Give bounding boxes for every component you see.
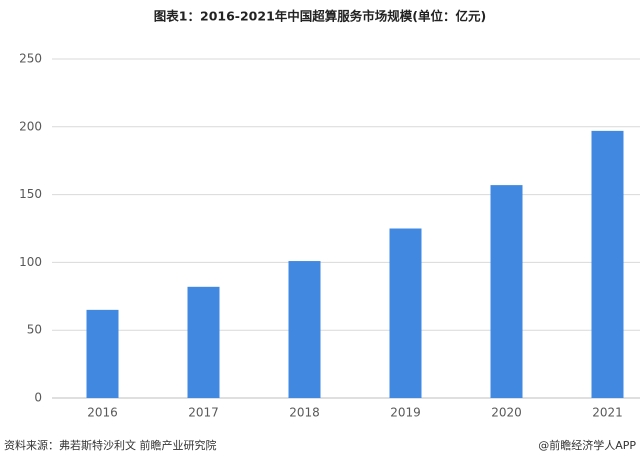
y-tick-label: 100 <box>19 255 42 269</box>
x-tick-label: 2019 <box>390 406 421 420</box>
credit: @前瞻经济学人APP <box>538 438 636 452</box>
bar <box>591 130 624 399</box>
y-tick-label: 200 <box>19 119 42 133</box>
y-tick-label: 0 <box>34 391 42 405</box>
bar <box>187 286 220 398</box>
y-tick-label: 50 <box>27 323 42 337</box>
x-tick-label: 2018 <box>289 406 320 420</box>
x-tick-label: 2017 <box>188 406 219 420</box>
x-tick-label: 2021 <box>592 406 623 420</box>
x-tick-label: 2016 <box>87 406 118 420</box>
bar <box>86 309 119 398</box>
chart-title: 图表1：2016-2021年中国超算服务市场规模(单位：亿元) <box>154 9 486 24</box>
bar <box>490 185 523 398</box>
x-tick-label: 2020 <box>491 406 522 420</box>
y-tick-label: 250 <box>19 52 42 66</box>
bar <box>288 261 321 398</box>
bar <box>389 228 422 398</box>
y-tick-label: 150 <box>19 187 42 201</box>
source-note: 资料来源：弗若斯特沙利文 前瞻产业研究院 <box>4 438 217 452</box>
